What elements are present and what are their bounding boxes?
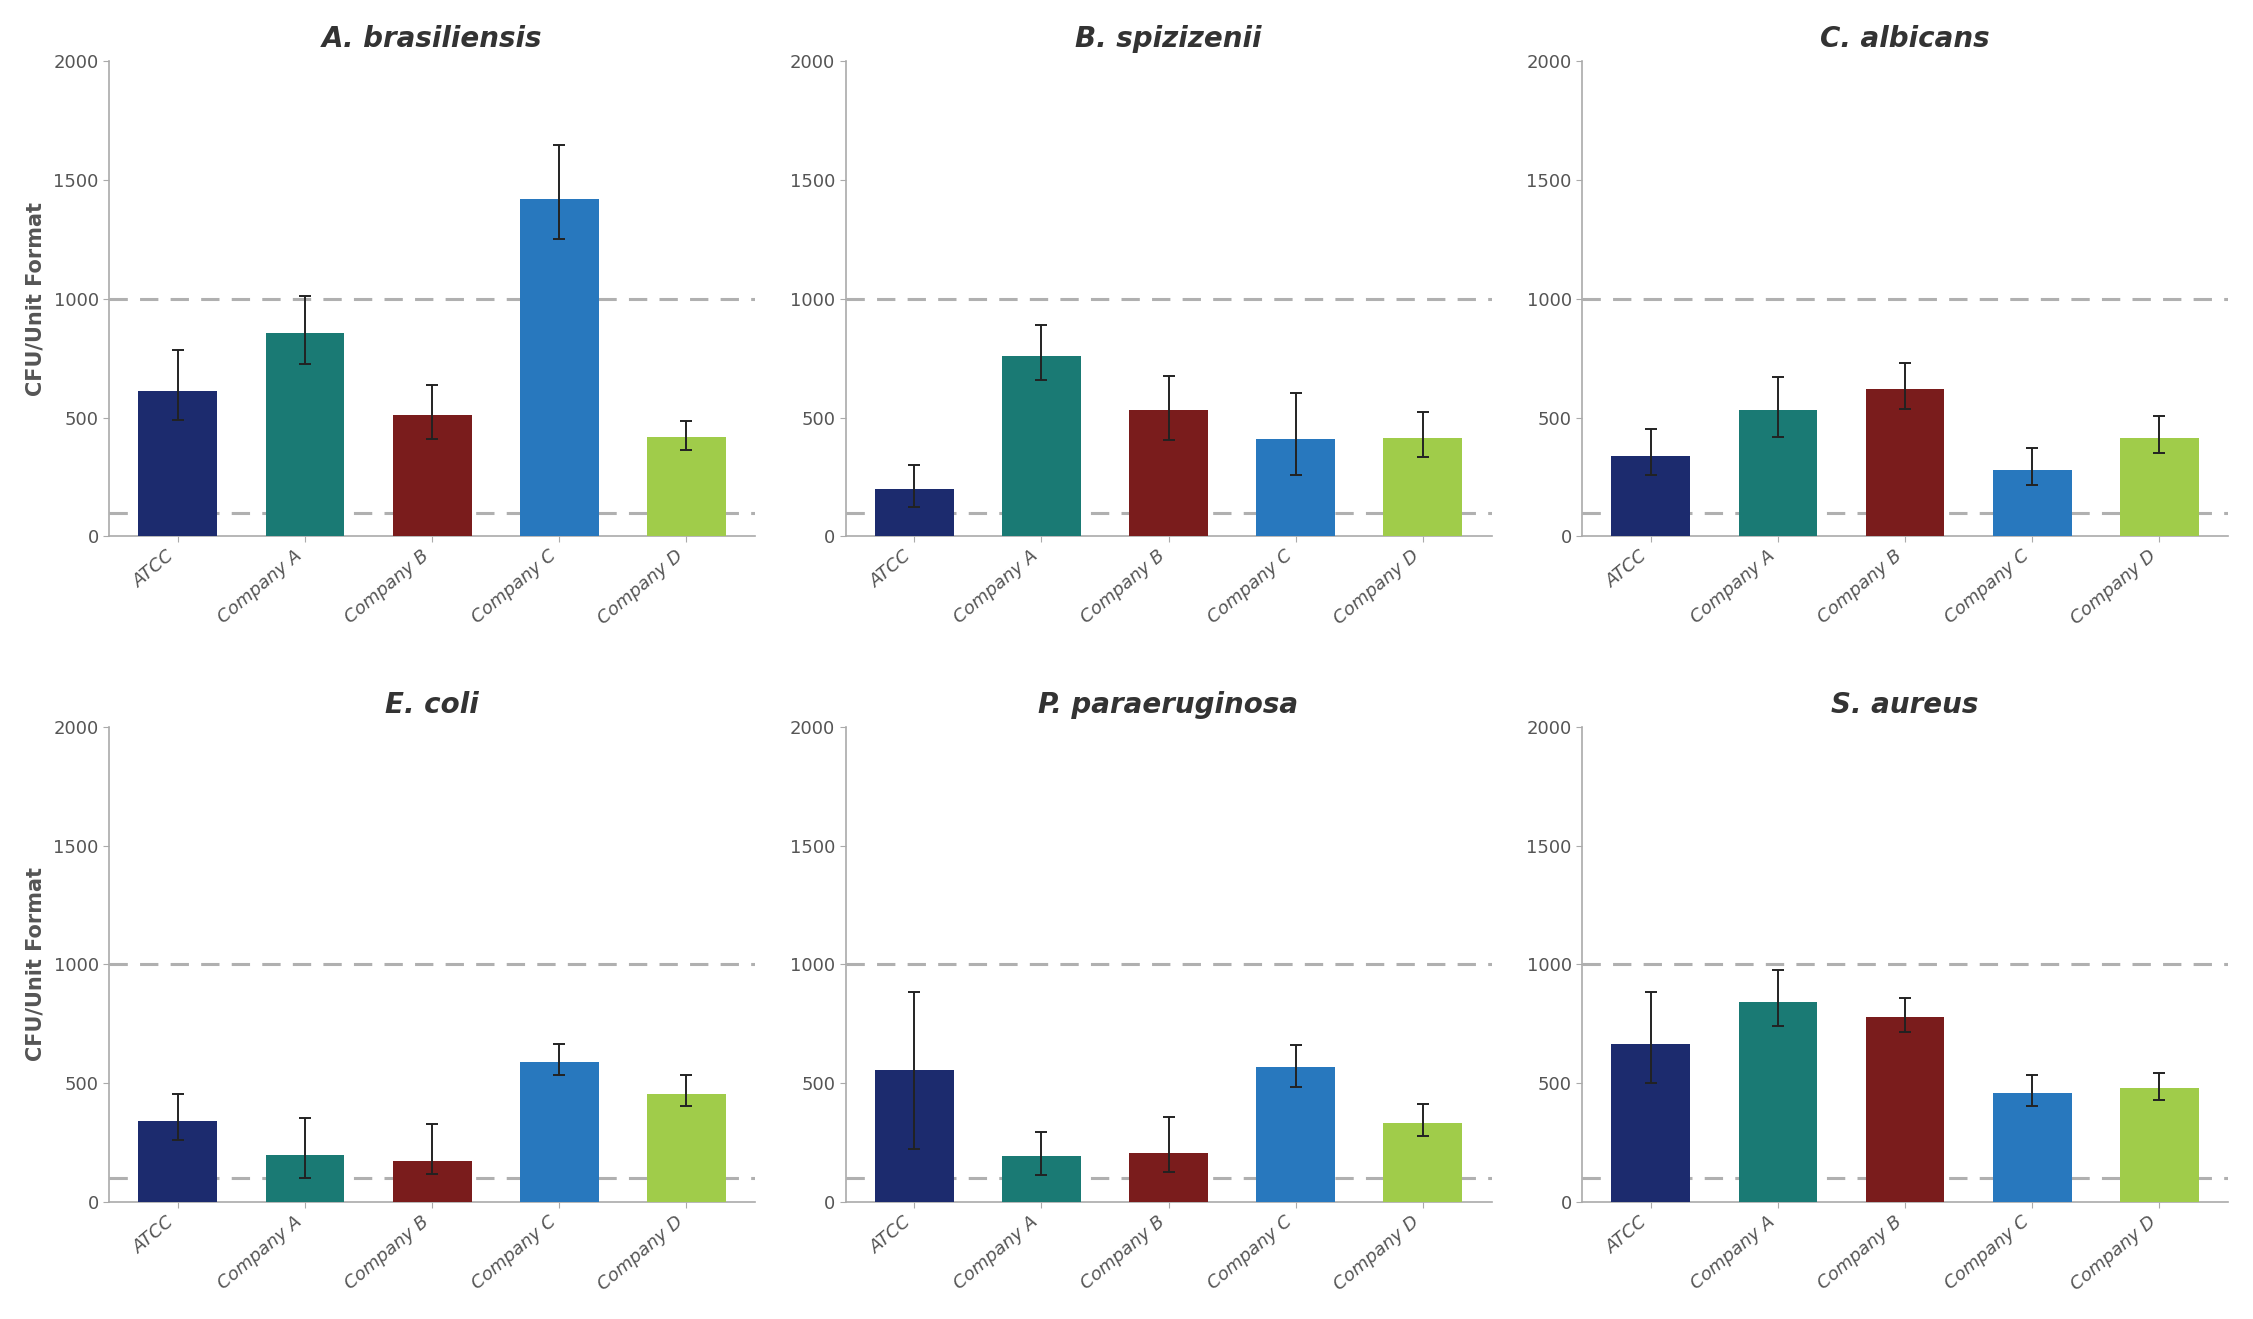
Title: C. albicans: C. albicans [1820, 25, 1989, 53]
Bar [2120, 438, 2199, 537]
Title: P. paraeruginosa: P. paraeruginosa [1039, 691, 1298, 719]
Bar [266, 1154, 345, 1202]
Bar [1865, 1017, 1944, 1202]
Bar [1739, 1002, 1818, 1202]
Bar [874, 489, 953, 537]
Bar [874, 1070, 953, 1202]
Bar [1003, 356, 1081, 537]
Bar [1257, 439, 1336, 537]
Title: S. aureus: S. aureus [1832, 691, 1978, 719]
Bar [1992, 1093, 2071, 1202]
Bar [392, 415, 471, 537]
Bar [1611, 1045, 1690, 1202]
Bar [647, 1093, 725, 1202]
Bar [1383, 1122, 1462, 1202]
Bar [137, 392, 216, 537]
Bar [520, 199, 599, 537]
Bar [1129, 1154, 1208, 1202]
Bar [2120, 1088, 2199, 1202]
Bar [1865, 389, 1944, 537]
Bar [392, 1161, 471, 1202]
Bar [1383, 438, 1462, 537]
Bar [647, 437, 725, 537]
Y-axis label: CFU/Unit Format: CFU/Unit Format [25, 868, 45, 1062]
Bar [137, 1121, 216, 1202]
Title: A. brasiliensis: A. brasiliensis [322, 25, 543, 53]
Title: E. coli: E. coli [385, 691, 480, 719]
Y-axis label: CFU/Unit Format: CFU/Unit Format [25, 202, 45, 396]
Bar [1129, 410, 1208, 537]
Title: B. spizizenii: B. spizizenii [1075, 25, 1262, 53]
Bar [1611, 455, 1690, 537]
Bar [1257, 1067, 1336, 1202]
Bar [266, 334, 345, 537]
Bar [1992, 470, 2071, 537]
Bar [520, 1062, 599, 1202]
Bar [1003, 1155, 1081, 1202]
Bar [1739, 410, 1818, 537]
